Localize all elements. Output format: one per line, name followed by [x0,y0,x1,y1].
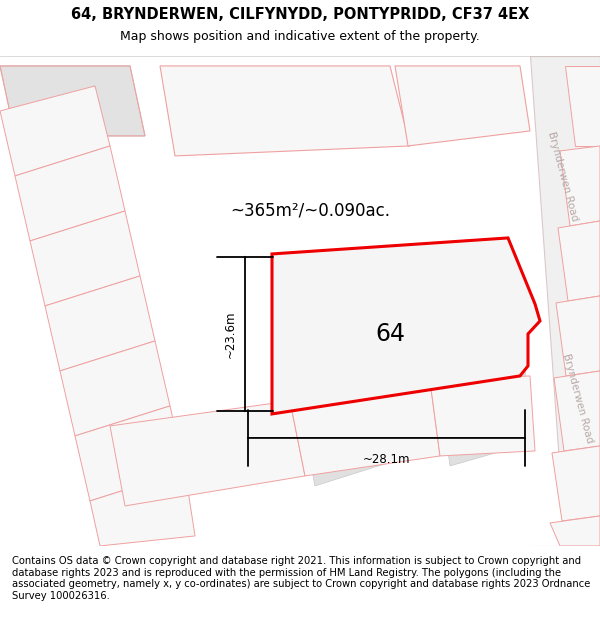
Polygon shape [0,66,145,136]
Polygon shape [175,68,388,141]
Text: ~23.6m: ~23.6m [224,310,237,358]
Text: ~365m²/~0.090ac.: ~365m²/~0.090ac. [230,202,390,220]
Polygon shape [45,276,155,371]
Polygon shape [160,66,410,156]
Polygon shape [440,368,530,466]
Polygon shape [552,446,600,521]
Polygon shape [430,376,535,456]
Polygon shape [53,284,147,363]
Polygon shape [565,66,600,146]
Polygon shape [98,479,187,538]
Polygon shape [557,451,595,516]
Polygon shape [555,521,595,541]
Polygon shape [60,341,170,436]
Polygon shape [83,414,177,493]
Polygon shape [560,146,600,226]
Polygon shape [120,411,300,498]
Polygon shape [280,251,520,426]
Text: 64: 64 [375,322,405,346]
Polygon shape [15,146,125,241]
Polygon shape [550,516,600,546]
Polygon shape [300,373,435,486]
Text: Brynderwen Road: Brynderwen Road [546,130,580,222]
Polygon shape [290,381,440,476]
Polygon shape [110,401,305,506]
Polygon shape [395,66,530,146]
Text: Contains OS data © Crown copyright and database right 2021. This information is : Contains OS data © Crown copyright and d… [12,556,590,601]
Polygon shape [30,211,140,306]
Polygon shape [530,56,600,546]
Text: 64, BRYNDERWEN, CILFYNYDD, PONTYPRIDD, CF37 4EX: 64, BRYNDERWEN, CILFYNYDD, PONTYPRIDD, C… [71,7,529,22]
Polygon shape [565,151,595,221]
Text: Map shows position and indicative extent of the property.: Map shows position and indicative extent… [120,30,480,43]
Polygon shape [563,226,595,296]
Polygon shape [68,349,162,428]
Polygon shape [554,371,600,451]
Polygon shape [90,471,195,546]
Polygon shape [0,86,110,176]
Polygon shape [559,376,595,446]
Polygon shape [75,406,185,501]
Text: ~28.1m: ~28.1m [363,453,410,466]
Polygon shape [570,71,595,141]
Polygon shape [38,219,132,298]
Polygon shape [556,296,600,376]
Polygon shape [272,238,540,414]
Polygon shape [23,154,117,233]
Polygon shape [8,94,102,168]
Polygon shape [561,301,595,371]
Text: Brynderwen Road: Brynderwen Road [561,352,595,444]
Polygon shape [558,221,600,301]
Polygon shape [405,68,520,134]
